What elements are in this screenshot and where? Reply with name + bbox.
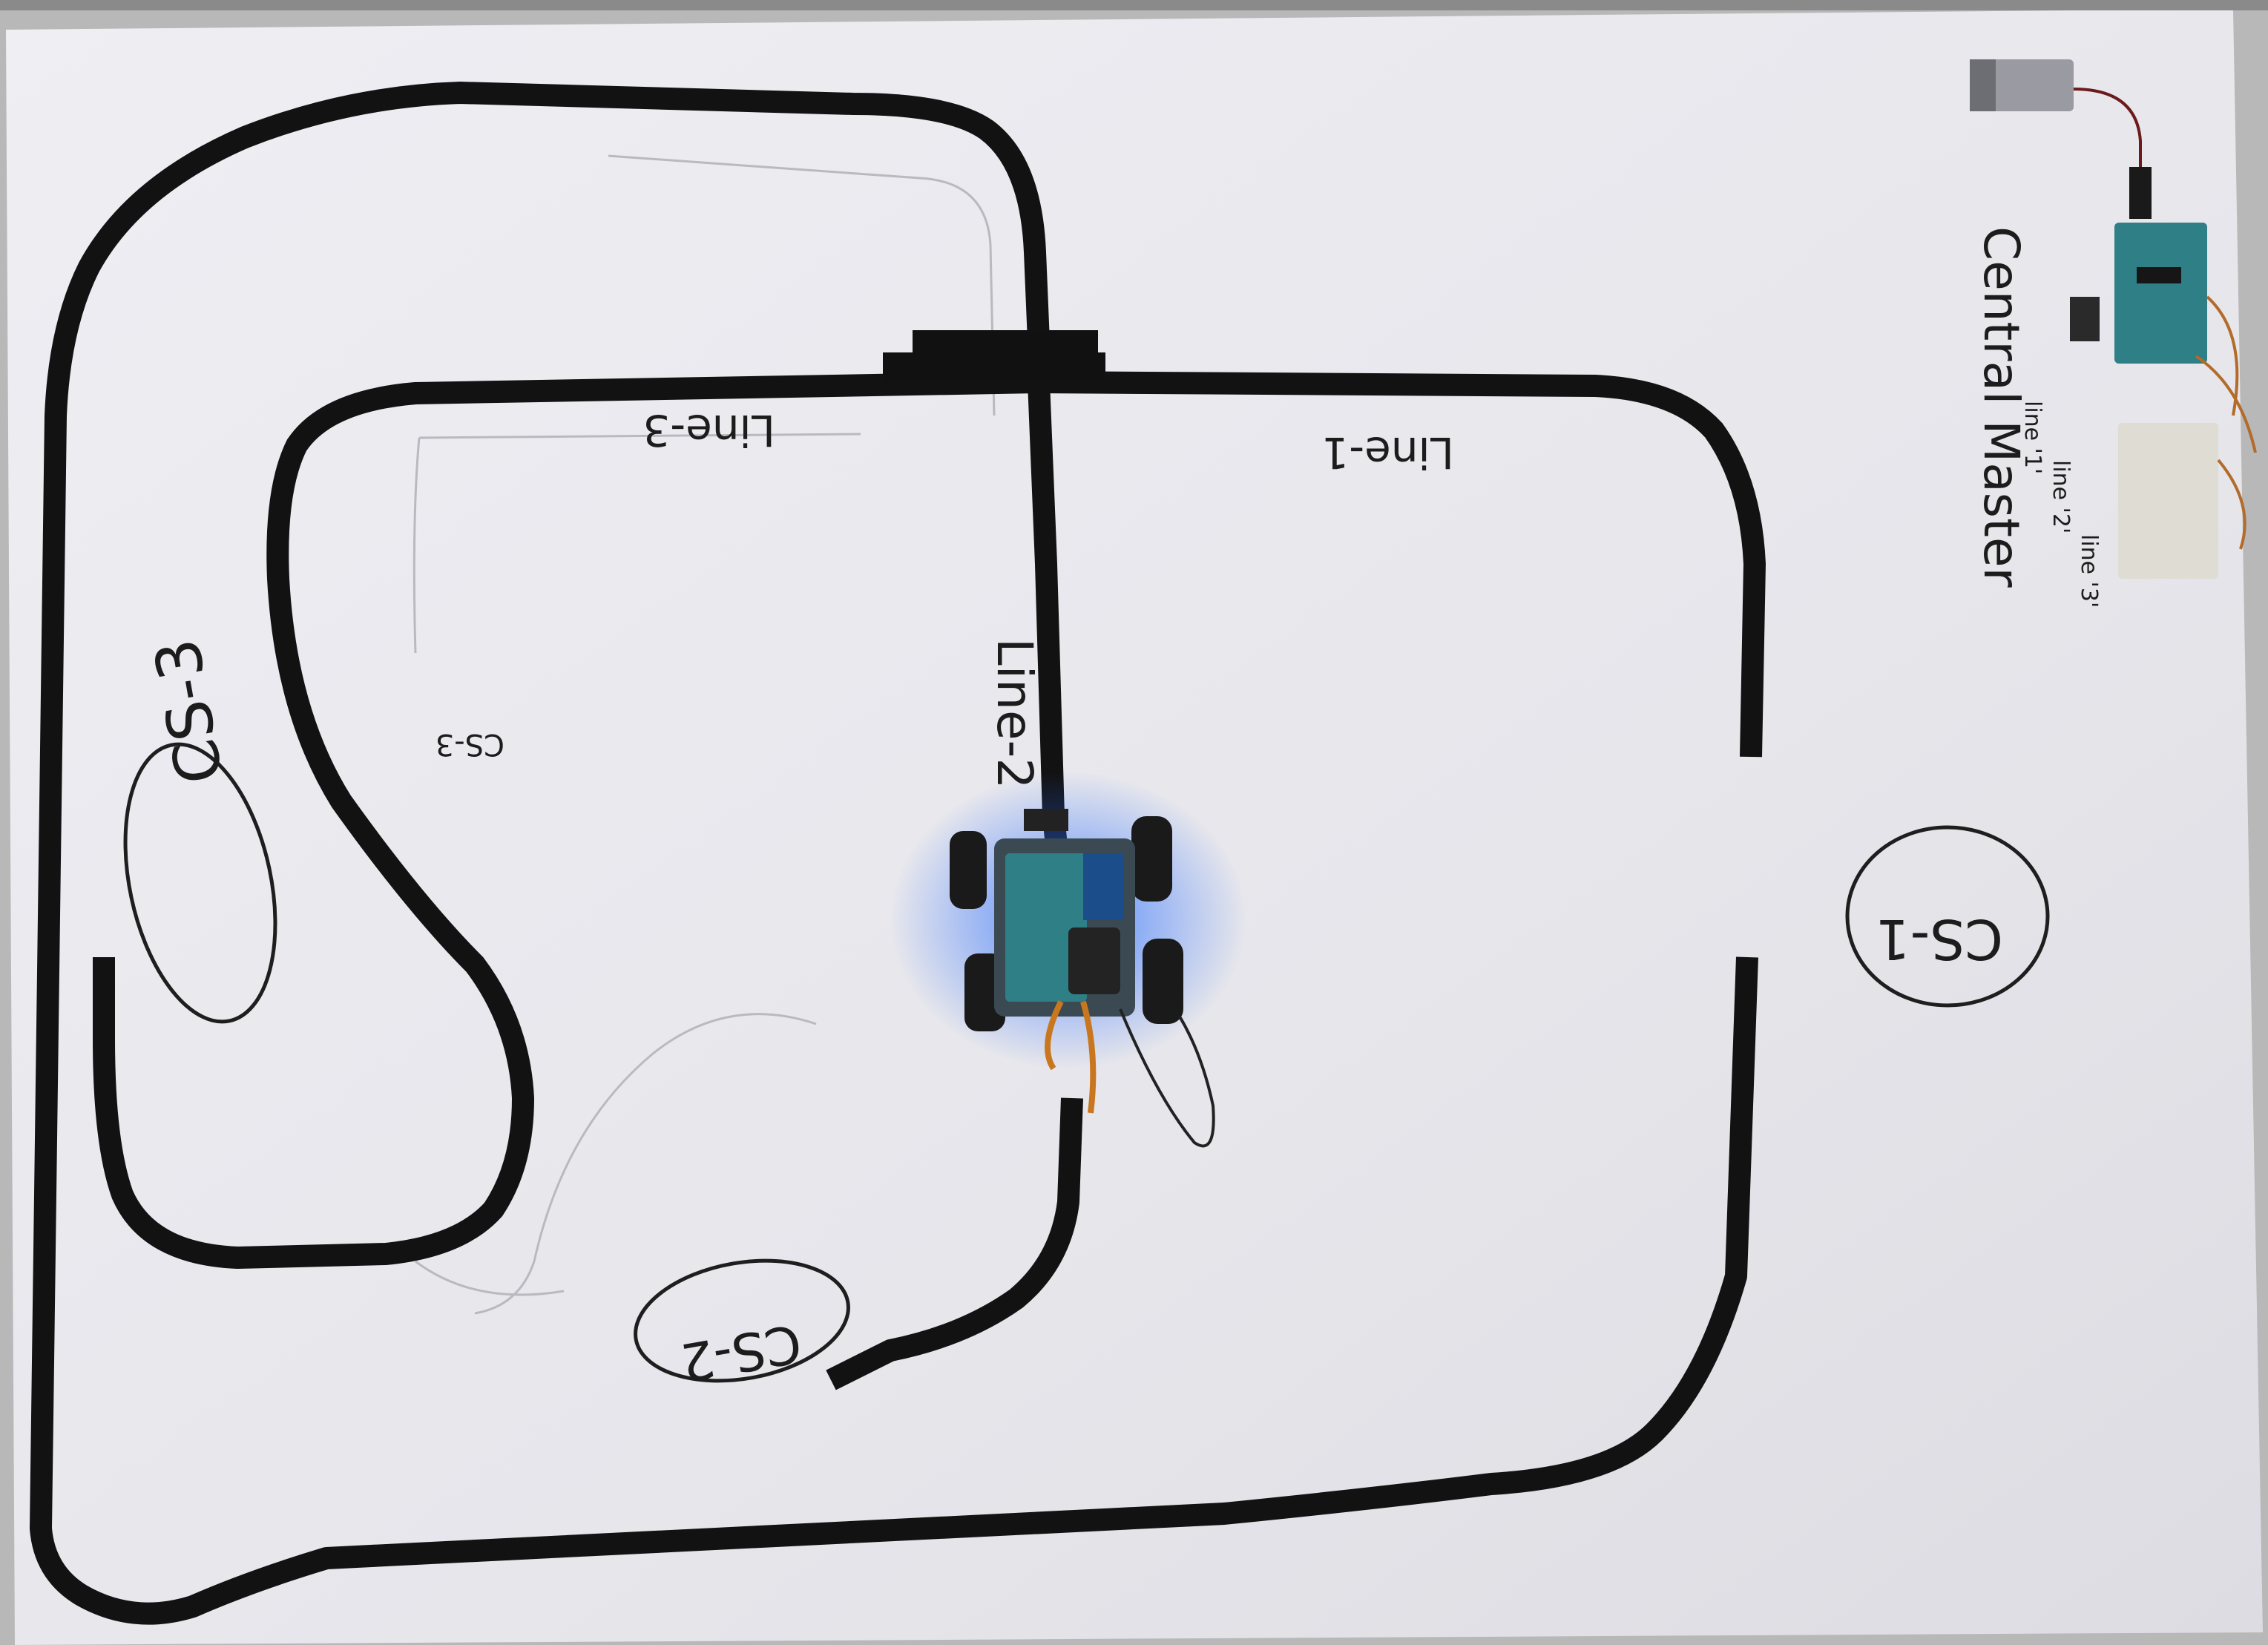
car-wires (1045, 1000, 1097, 1114)
robot-car (890, 772, 1246, 1148)
junction-patch-top (913, 330, 1098, 360)
master-line-1-label: line '1' (2019, 401, 2045, 474)
battery-wire (2073, 88, 2142, 171)
battery-terminal (1970, 59, 1996, 111)
car-cable (1119, 1008, 1215, 1148)
station-1-circle (1845, 825, 2050, 1008)
wheel-front-right (1131, 816, 1172, 902)
station-3-small-label: CS-3 (435, 727, 504, 761)
line-1-label: Line-1 (1321, 427, 1454, 478)
sensor-module (1083, 853, 1124, 920)
master-line-2-label: line '2' (2048, 460, 2074, 533)
line-3-track (93, 371, 1039, 1269)
line-sensor (1024, 809, 1068, 831)
breadboard (2118, 423, 2218, 579)
master-usb-module (2070, 297, 2100, 341)
station-circles (123, 742, 2050, 1383)
line-2-track-lower (826, 1097, 1083, 1390)
line-2-label: Line-2 (986, 638, 1043, 789)
master-wires (2195, 295, 2257, 550)
battery-holder (1068, 927, 1120, 994)
wheel-front-left (950, 831, 987, 909)
master-chip (2137, 267, 2181, 283)
outer-loop-track (30, 82, 1758, 1625)
central-master-hardware (1970, 59, 2257, 579)
wheel-rear-right (1143, 939, 1183, 1024)
line-1-track (1038, 371, 1766, 758)
station-1-label: CS-1 (1876, 907, 2003, 971)
power-jack (2129, 167, 2152, 219)
station-2-circle (634, 1258, 850, 1383)
master-line-3-label: line '3' (2076, 534, 2102, 608)
arduino-board (1005, 853, 1087, 1002)
master-arduino (2114, 223, 2207, 364)
central-master-label: Central Master (1973, 226, 2030, 588)
pencil-guides (412, 154, 996, 1315)
tape-track (30, 82, 1766, 1625)
table-corner (0, 0, 2268, 10)
handwritten-labels: Line-1 Line-3 Line-2 CS-1 CS-2 CS-3 CS-3… (140, 226, 2102, 1393)
line-3-label: Line-3 (642, 405, 775, 456)
station-3-circle (123, 742, 277, 1024)
